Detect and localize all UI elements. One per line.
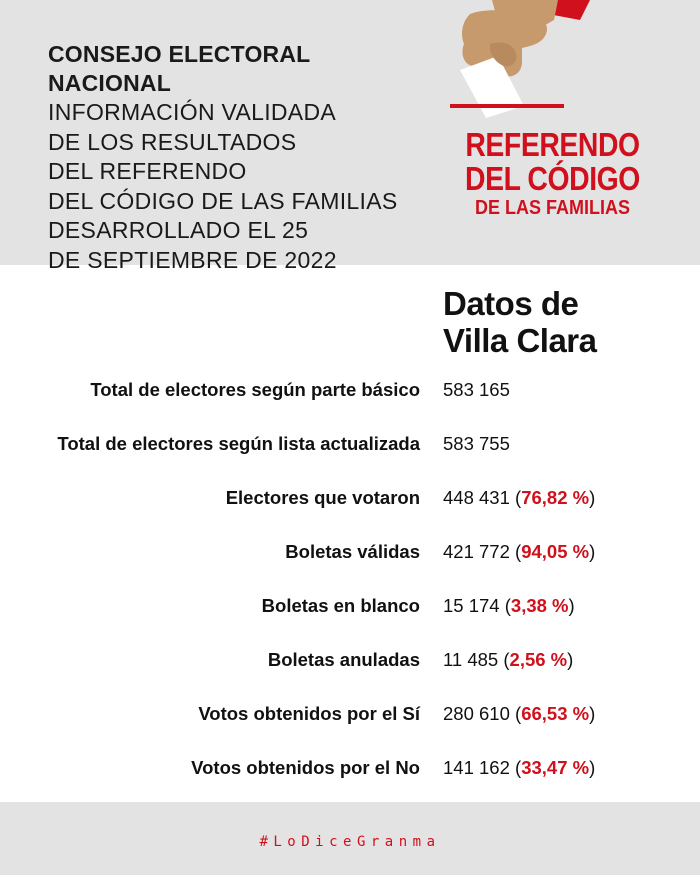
result-row: Boletas en blanco 15 174 (3,38 %) [0,591,700,621]
result-label: Total de electores según parte básico [90,379,420,400]
logo-title-line1: REFERENDO [465,126,640,163]
result-value: 141 162 (33,47 %) [443,757,596,778]
result-number: 583 165 [443,379,510,400]
result-number: 11 485 [443,649,499,670]
header-text: CONSEJO ELECTORAL NACIONAL INFORMACIÓN V… [48,40,428,275]
result-label: Total de electores según lista actualiza… [57,433,420,454]
result-number: 583 755 [443,433,510,454]
result-value: 421 772 (94,05 %) [443,541,596,562]
result-label: Boletas anuladas [267,649,420,670]
result-percentage: 3,38 % [510,595,569,616]
hand-casting-ballot-icon [450,0,590,118]
result-label: Boletas en blanco [261,595,420,616]
header-line: INFORMACIÓN VALIDADA [48,99,336,125]
result-row: Boletas anuladas 11 485 (2,56 %) [0,645,700,675]
result-number: 280 610 [443,703,510,724]
result-label: Boletas válidas [285,541,420,562]
result-row: Boletas válidas 421 772 (94,05 %) [0,537,700,567]
header-line: DESARROLLADO EL 25 [48,217,309,243]
result-percentage: 94,05 % [521,541,590,562]
referendum-logo: REFERENDO DEL CÓDIGO DE LAS FAMILIAS [430,0,690,240]
result-value: 11 485 (2,56 %) [443,649,574,670]
logo-title-line2: DEL CÓDIGO [465,160,640,197]
result-number: 141 162 [443,757,510,778]
logo-text: REFERENDO DEL CÓDIGO DE LAS FAMILIAS [445,128,660,220]
result-value: 583 755 [443,429,510,459]
header-line: DE SEPTIEMBRE DE 2022 [48,246,337,273]
result-label: Votos obtenidos por el Sí [198,703,420,724]
result-percentage: 66,53 % [521,703,590,724]
province-title-line2: Villa Clara [443,322,597,359]
result-number: 448 431 [443,487,510,508]
result-percentage: 2,56 % [509,649,568,670]
result-label: Votos obtenidos por el No [191,757,420,778]
result-row: Total de electores según lista actualiza… [0,429,700,459]
header-band: CONSEJO ELECTORAL NACIONAL INFORMACIÓN V… [0,0,700,273]
province-title-line1: Datos de [443,285,579,322]
province-title: Datos de Villa Clara [443,285,597,359]
result-row: Total de electores según parte básico 58… [0,375,700,405]
result-value: 448 431 (76,82 %) [443,487,596,508]
header-line: DEL CÓDIGO DE LAS FAMILIAS [48,187,398,214]
header-line: DEL REFERENDO [48,158,247,184]
result-row: Votos obtenidos por el No 141 162 (33,47… [0,753,700,783]
logo-title-line3: DE LAS FAMILIAS [474,197,630,219]
result-number: 421 772 [443,541,510,562]
header-line: DE LOS RESULTADOS [48,128,297,155]
result-number: 15 174 [443,595,500,616]
hashtag: #LoDiceGranma [259,834,441,850]
organization-name: CONSEJO ELECTORAL NACIONAL [48,41,310,96]
result-value: 583 165 [443,375,510,405]
result-percentage: 33,47 % [521,757,590,778]
result-value: 15 174 (3,38 %) [443,595,575,616]
result-row: Votos obtenidos por el Sí 280 610 (66,53… [0,699,700,729]
result-percentage: 76,82 % [521,487,590,508]
result-row: Electores que votaron 448 431 (76,82 %) [0,483,700,513]
result-value: 280 610 (66,53 %) [443,703,596,724]
footer-band: #LoDiceGranma [0,802,700,875]
result-label: Electores que votaron [225,487,420,508]
